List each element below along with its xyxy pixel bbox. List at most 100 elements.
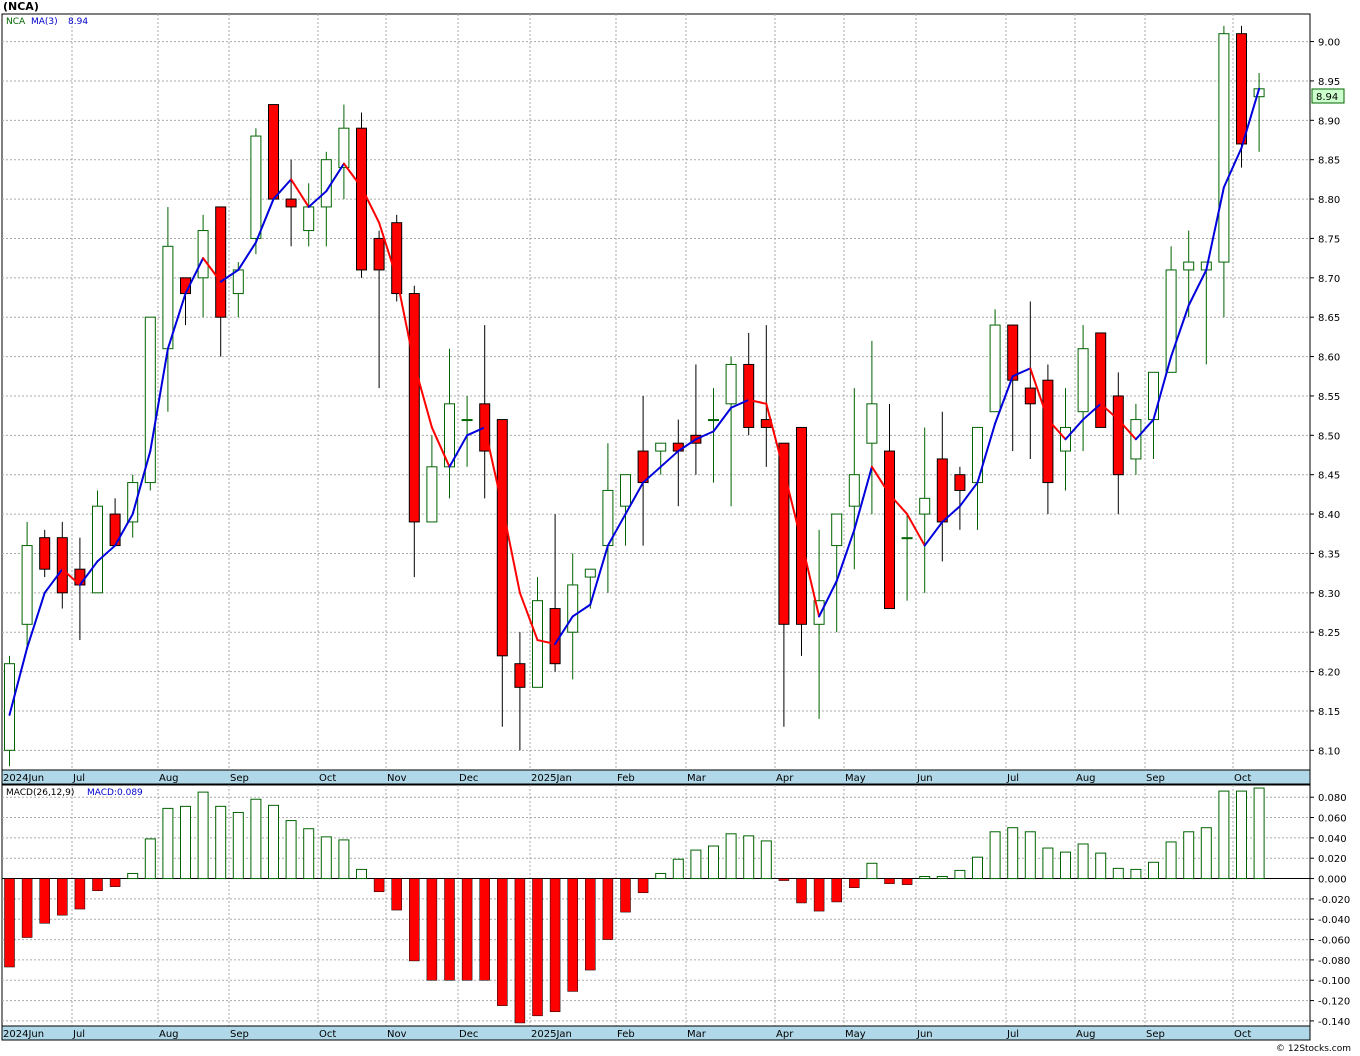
price-tick-label: 8.15 bbox=[1318, 707, 1340, 718]
macd-bar bbox=[743, 835, 755, 880]
month-label: Sep bbox=[1146, 1029, 1165, 1040]
macd-bar bbox=[725, 833, 737, 880]
price-tick-label: 8.95 bbox=[1318, 77, 1340, 88]
candle bbox=[743, 332, 755, 436]
candle bbox=[1077, 325, 1089, 452]
candle-body bbox=[391, 222, 403, 295]
candle bbox=[831, 513, 843, 633]
ma-segment bbox=[43, 568, 64, 594]
month-label: 2025Jan bbox=[531, 773, 572, 784]
price-tick-label: 8.35 bbox=[1318, 549, 1340, 560]
macd-tick-label: 0.000 bbox=[1318, 875, 1347, 886]
macd-bar bbox=[320, 836, 332, 880]
ma-segment bbox=[624, 481, 645, 516]
candle-body bbox=[496, 419, 508, 657]
ma-segment bbox=[290, 178, 310, 208]
ma-segment bbox=[1029, 367, 1049, 421]
month-label: Dec bbox=[459, 1029, 478, 1040]
candle bbox=[989, 309, 1001, 413]
macd-tick-label: -0.060 bbox=[1318, 936, 1350, 947]
macd-bar bbox=[690, 849, 702, 880]
macd-bar bbox=[637, 878, 649, 894]
macd-bar bbox=[1148, 861, 1159, 880]
ma-segment bbox=[166, 292, 187, 350]
macd-histogram bbox=[2, 787, 1310, 1024]
macd-bar bbox=[936, 876, 948, 880]
ma-segment bbox=[782, 469, 803, 543]
ma-segment bbox=[1152, 355, 1173, 421]
month-label: Apr bbox=[776, 773, 794, 784]
price-tick-label: 8.75 bbox=[1318, 234, 1340, 245]
month-label: Dec bbox=[459, 773, 478, 784]
month-label: 2024Jun bbox=[3, 773, 44, 784]
candle-body bbox=[338, 127, 350, 169]
macd-bar bbox=[760, 840, 772, 880]
ma-segment bbox=[694, 430, 715, 441]
candle bbox=[708, 388, 719, 483]
price-axis: 9.00 8.95 8.90 8.85 8.80 8.75 8.70 8.65 8.60 8.55… bbox=[1310, 38, 1340, 757]
ma-segment bbox=[483, 426, 504, 508]
candle-body bbox=[796, 426, 807, 625]
candle-body bbox=[866, 403, 878, 444]
macd-bar bbox=[426, 878, 438, 981]
candle-body bbox=[1007, 324, 1019, 381]
moving-average-line bbox=[8, 87, 1261, 716]
macd-bar bbox=[39, 878, 50, 924]
macd-bar bbox=[391, 878, 402, 911]
candle bbox=[1112, 372, 1124, 515]
ma-segment bbox=[1240, 87, 1261, 149]
candle-body bbox=[620, 474, 631, 507]
candle-body bbox=[954, 474, 966, 491]
candle-body bbox=[1024, 387, 1036, 405]
ma-segment bbox=[307, 190, 328, 208]
ma-segment bbox=[1011, 367, 1032, 378]
month-label: Mar bbox=[687, 1029, 707, 1040]
ma-segment bbox=[906, 513, 926, 547]
candle-body bbox=[268, 104, 279, 200]
candle-body bbox=[144, 316, 156, 484]
macd-bar bbox=[778, 878, 790, 881]
month-strip bbox=[1, 769, 1311, 785]
candle bbox=[250, 128, 262, 255]
ma-segment bbox=[272, 178, 293, 201]
macd-bar bbox=[21, 878, 33, 938]
candle bbox=[532, 577, 543, 688]
macd-bar bbox=[215, 805, 227, 880]
price-tick-label: 8.45 bbox=[1318, 471, 1340, 482]
candle-body bbox=[250, 135, 262, 239]
ma-segment bbox=[1117, 418, 1137, 441]
ma-segment bbox=[466, 426, 486, 437]
ma-segment bbox=[835, 528, 856, 582]
price-tick-label: 8.90 bbox=[1318, 116, 1340, 127]
macd-bar bbox=[620, 878, 631, 913]
month-label: Jul bbox=[72, 1029, 85, 1040]
price-tick-label: 8.55 bbox=[1318, 392, 1340, 403]
ma-segment bbox=[1205, 186, 1225, 271]
candle bbox=[144, 316, 156, 491]
ma-segment bbox=[1187, 268, 1208, 307]
month-label: Sep bbox=[1146, 773, 1165, 784]
candle-body bbox=[1236, 33, 1247, 145]
macd-tick-label: -0.120 bbox=[1318, 997, 1350, 1008]
macd-bar bbox=[461, 878, 473, 981]
macd-bar bbox=[338, 839, 350, 880]
candle bbox=[1042, 364, 1054, 515]
ma-segment bbox=[994, 375, 1014, 425]
month-label: Oct bbox=[1234, 1029, 1251, 1040]
price-tick-label: 8.10 bbox=[1318, 746, 1340, 757]
ma-segment bbox=[131, 450, 152, 516]
candle-body bbox=[408, 293, 420, 523]
month-label: May bbox=[845, 1029, 866, 1040]
macd-bar bbox=[232, 811, 244, 880]
macd-bar bbox=[866, 862, 878, 880]
last-price-box bbox=[1311, 88, 1345, 104]
ma-segment bbox=[1170, 304, 1190, 358]
ma-segment bbox=[1064, 418, 1085, 441]
price-tick-label: 8.60 bbox=[1318, 353, 1340, 364]
month-label: Jul bbox=[1006, 1029, 1019, 1040]
month-label: Sep bbox=[230, 773, 249, 784]
candle bbox=[866, 340, 878, 515]
price-tick-label: 9.00 bbox=[1318, 38, 1340, 49]
ma-segment bbox=[1222, 146, 1243, 189]
candle-body bbox=[320, 159, 332, 208]
